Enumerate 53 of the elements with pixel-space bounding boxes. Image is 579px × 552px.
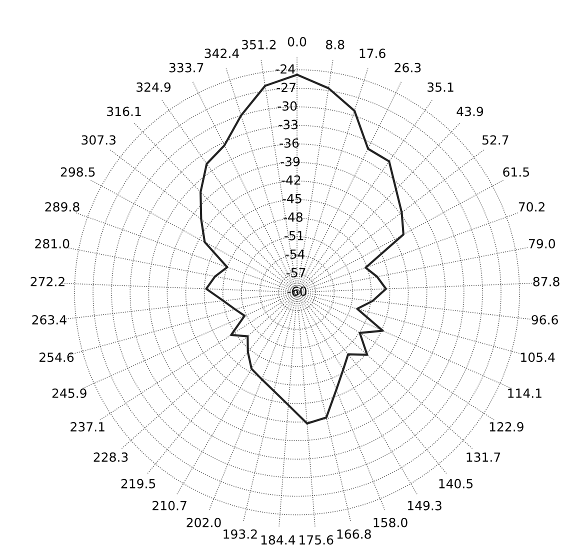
spoke-label: 26.3 <box>394 62 421 72</box>
spoke-label: 263.4 <box>32 315 66 325</box>
spoke-label: 96.6 <box>532 315 558 325</box>
spoke-label: 35.1 <box>428 82 454 92</box>
y-tick-label: -48 <box>284 212 302 222</box>
spoke-label: 342.4 <box>204 48 239 58</box>
spoke-label: 202.0 <box>186 518 221 528</box>
spoke-label: 114.1 <box>508 388 542 398</box>
spoke-label: 272.2 <box>30 276 64 286</box>
spoke-label: 184.4 <box>261 535 296 545</box>
spoke-label: 158.0 <box>374 518 408 528</box>
y-tick-label: -51 <box>284 231 304 240</box>
spoke-label: 289.8 <box>45 202 80 212</box>
spoke-label: 228.3 <box>94 452 128 462</box>
y-tick-label: -33 <box>278 120 298 130</box>
y-tick-label: -45 <box>282 194 302 204</box>
spoke-label: 17.6 <box>360 48 386 58</box>
spoke-label: 70.2 <box>518 202 544 212</box>
spoke-label: 237.1 <box>70 422 104 432</box>
spoke-label: 122.9 <box>490 422 524 432</box>
spoke-label: 175.6 <box>300 535 334 545</box>
spoke-label: 61.5 <box>503 167 530 177</box>
spoke-label: 52.7 <box>482 135 508 145</box>
y-tick-label: -30 <box>278 101 297 111</box>
spoke-label: 298.5 <box>60 167 95 177</box>
spoke-label: 219.5 <box>121 478 156 488</box>
spoke-label: 79.0 <box>529 238 556 248</box>
y-tick-label: -57 <box>286 268 306 278</box>
spoke-label: 351.2 <box>242 40 276 50</box>
y-tick-label: -27 <box>276 82 296 92</box>
spoke-label: 149.3 <box>408 500 442 510</box>
spoke-label: 333.7 <box>169 62 204 72</box>
spoke-label: 316.1 <box>107 106 141 116</box>
spoke-label: 307.3 <box>82 135 116 145</box>
spoke-label: 105.4 <box>521 352 555 362</box>
spoke-label: 87.8 <box>533 276 560 286</box>
spoke-label: 166.8 <box>337 529 371 539</box>
spoke-label: 140.5 <box>439 478 473 488</box>
spoke-label: 8.8 <box>326 40 344 50</box>
y-tick-label: -39 <box>280 156 300 166</box>
spoke-label: 245.9 <box>52 388 86 398</box>
spoke-label: 254.6 <box>40 352 74 362</box>
spoke-label: 324.9 <box>136 82 171 92</box>
y-tick-label: -24 <box>276 64 295 74</box>
y-tick-label: -36 <box>280 138 299 148</box>
spoke-label: 193.2 <box>224 529 257 539</box>
spoke-label: 43.9 <box>456 106 484 116</box>
y-tick-label: -54 <box>285 250 305 259</box>
spoke-label: 210.7 <box>152 500 186 510</box>
spoke-label: 131.7 <box>466 452 500 462</box>
spoke-label: 281.0 <box>35 238 70 248</box>
spoke-label: 0.0 <box>288 36 306 46</box>
y-tick-label: -42 <box>282 175 300 185</box>
